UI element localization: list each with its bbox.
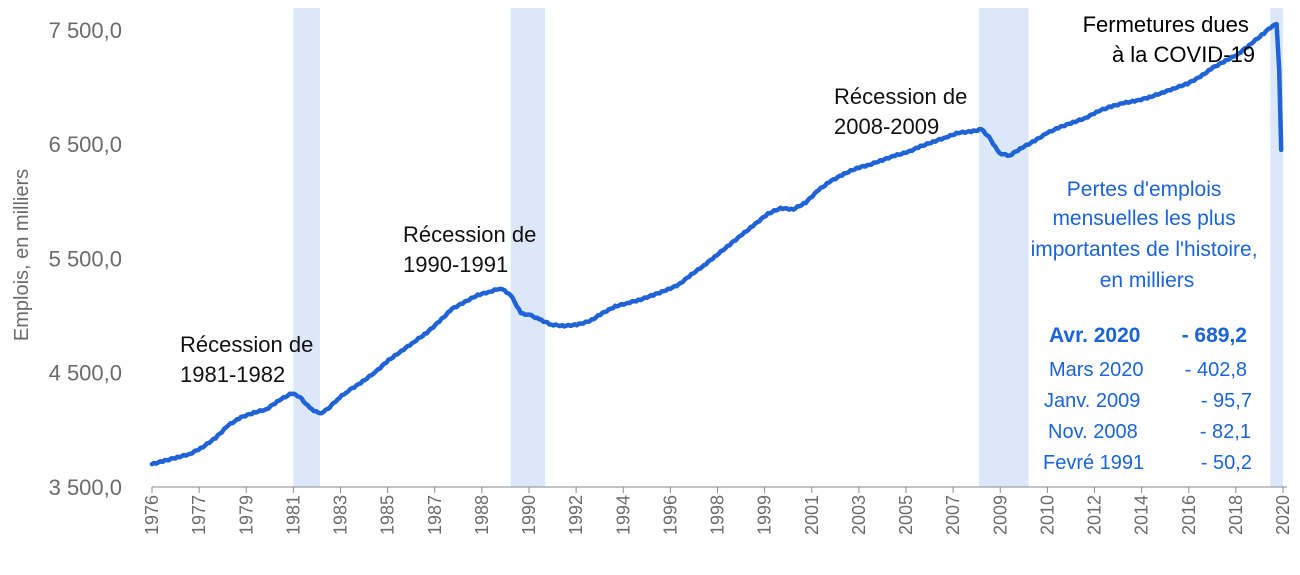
series-line	[149, 21, 1284, 467]
x-tick-label: 2020	[1273, 495, 1293, 535]
x-tick-label: 1992	[566, 495, 586, 535]
x-tick-label: 2010	[1037, 495, 1057, 535]
x-tick-label: 2003	[849, 495, 869, 535]
x-tick-label: 1999	[755, 495, 775, 535]
y-axis-label: Emplois, en milliers	[11, 169, 33, 341]
annotation-recession-2008-line-2: 2008-2009	[834, 114, 939, 139]
x-tick-label: 2018	[1226, 495, 1246, 535]
x-tick-label: 2009	[990, 495, 1010, 535]
recession-shade-2	[510, 8, 546, 487]
losses-panel-title-line-2: mensuelles les plus	[1052, 207, 1235, 230]
x-tick-label: 1996	[660, 495, 680, 535]
loss-row-3-value: - 95,7	[1201, 390, 1252, 412]
x-tick-label: 1976	[142, 495, 162, 535]
series-line-group	[149, 21, 1284, 467]
loss-row-1-value: - 689,2	[1182, 324, 1247, 347]
x-tick-label: 2012	[1085, 495, 1105, 535]
y-tick-label: 6 500,0	[49, 132, 122, 157]
x-tick-label: 1998	[708, 495, 728, 535]
loss-row-2-period: Mars 2020	[1049, 359, 1144, 381]
annotation-recession-1990-line-1: Récession de	[403, 222, 536, 247]
x-tick-label: 1990	[519, 495, 539, 535]
losses-panel-title: Pertes d'emplois mensuelles les plus imp…	[1031, 178, 1264, 292]
x-tick-label: 2005	[896, 495, 916, 535]
y-tick-label: 7 500,0	[49, 18, 122, 43]
annotation-recession-2008: Récession de 2008-2009	[834, 84, 973, 139]
recession-shade-3	[978, 8, 1029, 487]
annotation-recession-1981: Récession de 1981-1982	[180, 332, 319, 387]
y-tick-label: 5 500,0	[49, 246, 122, 271]
annotation-covid-line-2: à la COVID-19	[1112, 42, 1255, 67]
loss-row-4-period: Nov. 2008	[1048, 421, 1138, 443]
x-axis: 1976 1977 1979 1981 1983 1985 1987 1988 1990 1992…	[142, 486, 1293, 535]
x-tick-label: 2016	[1179, 495, 1199, 535]
loss-row-1-period: Avr. 2020	[1049, 324, 1140, 347]
x-tick-label: 1994	[613, 495, 633, 535]
losses-panel-title-line-3: importantes de l'histoire,	[1031, 238, 1258, 261]
annotation-recession-1990: Récession de 1990-1991	[403, 222, 542, 277]
x-tick-label: 1983	[331, 495, 351, 535]
loss-row-5-period: Fevré 1991	[1043, 452, 1144, 474]
x-tick-label: 1977	[189, 495, 209, 535]
y-tick-label: 3 500,0	[49, 475, 122, 500]
annotation-recession-1981-line-1: Récession de	[180, 332, 313, 357]
loss-row-3-period: Janv. 2009	[1044, 390, 1140, 412]
x-tick-label: 1988	[472, 495, 492, 535]
annotation-covid-line-1: Fermetures dues	[1083, 12, 1249, 37]
annotation-covid: Fermetures dues à la COVID-19	[1083, 12, 1255, 67]
annotation-recession-1981-line-2: 1981-1982	[180, 362, 285, 387]
x-tick-label: 1985	[378, 495, 398, 535]
annotation-recession-2008-line-1: Récession de	[834, 84, 967, 109]
losses-panel-title-line-1: Pertes d'emplois	[1067, 178, 1222, 201]
y-tick-label: 4 500,0	[49, 361, 122, 386]
x-tick-label: 1987	[425, 495, 445, 535]
loss-row-2-value: - 402,8	[1185, 359, 1247, 381]
recession-shade-1	[293, 8, 320, 487]
losses-panel: Pertes d'emplois mensuelles les plus imp…	[1031, 178, 1264, 474]
y-axis-ticks: 3 500,0 4 500,0 5 500,0 6 500,0 7 500,0	[49, 18, 122, 500]
x-tick-label: 1981	[283, 495, 303, 535]
x-tick-label: 2001	[802, 495, 822, 535]
loss-row-4-value: - 82,1	[1200, 421, 1251, 443]
annotation-recession-1990-line-2: 1990-1991	[403, 252, 508, 277]
x-tick-label: 2014	[1132, 495, 1152, 535]
losses-panel-title-line-4: en milliers	[1100, 269, 1195, 292]
loss-row-5-value: - 50,2	[1201, 452, 1252, 474]
x-tick-label: 2007	[943, 495, 963, 535]
x-tick-label: 1979	[236, 495, 256, 535]
